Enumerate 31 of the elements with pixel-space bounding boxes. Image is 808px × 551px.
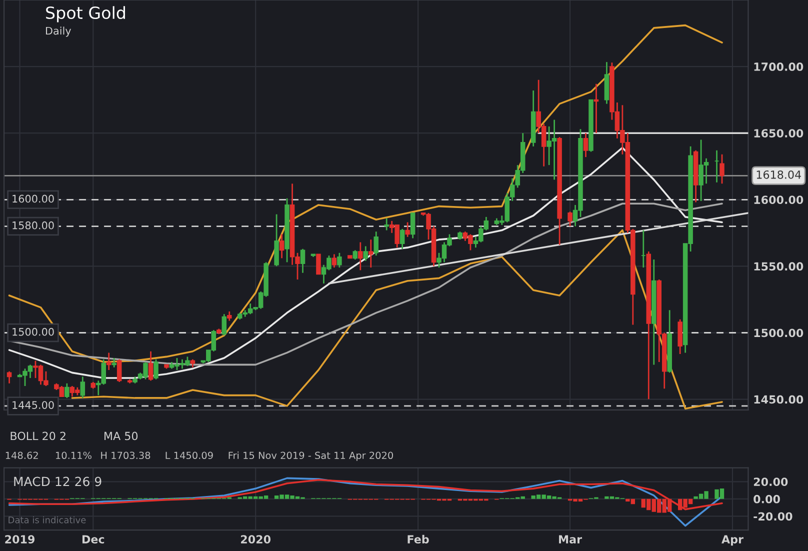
text: 10.11% [56, 452, 92, 460]
ref-line-label: 1580.00 [12, 221, 54, 230]
ref-line-label: 1618.04 [756, 170, 801, 179]
chart-title: Spot Gold [46, 6, 125, 22]
y-tick-label: 0.00 [754, 494, 780, 504]
ref-line-label: 1500.00 [12, 328, 54, 336]
annotation: Data is indicative [8, 516, 86, 524]
y-tick-label: -20.00 [754, 512, 792, 521]
text: MA 50 [104, 432, 138, 440]
text: MACD 12 26 9 [14, 476, 102, 486]
text: H 1703.38 [101, 452, 150, 460]
y-tick-label: 20.00 [754, 478, 788, 486]
text: 148.62 [6, 452, 38, 460]
text: Fri 15 Nov 2019 - Sat 11 Apr 2020 [228, 452, 393, 461]
x-tick-label: 2020 [241, 535, 271, 544]
y-tick-label: 1600.00 [754, 196, 804, 204]
text: Daily [46, 26, 72, 37]
x-tick-label: Apr [722, 535, 744, 546]
y-tick-label: 1650.00 [754, 129, 804, 138]
x-tick-label: Dec [82, 535, 104, 544]
ref-line-label: 1600.00 [12, 194, 54, 203]
y-tick-label: 1500.00 [754, 328, 804, 338]
y-tick-label: 1550.00 [754, 262, 804, 271]
y-tick-label: 1450.00 [754, 395, 804, 404]
y-tick-label: 1700.00 [754, 62, 804, 71]
text: BOLL 20 2 [10, 432, 66, 440]
x-tick-label: Mar [559, 535, 582, 544]
ref-line-label: 1445.00 [12, 401, 54, 409]
text: L 1450.09 [166, 452, 213, 460]
x-tick-label: 2019 [5, 535, 35, 544]
x-tick-label: Feb [408, 534, 429, 544]
